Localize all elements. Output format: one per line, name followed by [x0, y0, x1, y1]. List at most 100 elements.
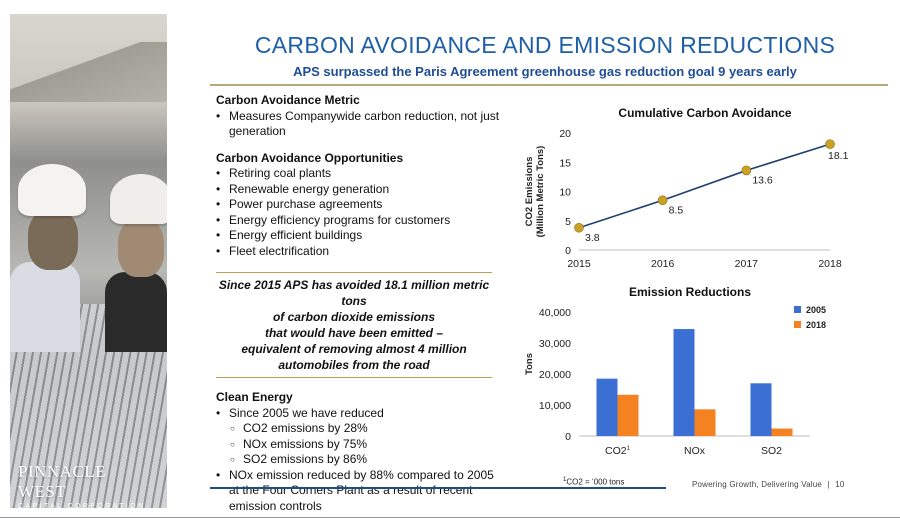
- footer-separator: |: [827, 480, 830, 489]
- bar-chart: 0 10,000 20,000 30,000 40,000 Tons CO21 NOx SO2 2…: [524, 305, 826, 457]
- logo-name: PINNACLE WEST: [18, 462, 107, 501]
- footer-divider: [210, 487, 666, 489]
- footnote-text: CO2 = ’000 tons: [566, 477, 625, 487]
- x-tick-label-text: CO2: [605, 445, 627, 457]
- list-item: Retiring coal plants: [216, 166, 506, 182]
- y-tick-label: 20: [559, 128, 571, 140]
- line-chart: 0 5 10 15 20 2015 2016 2017 2018 CO2 Emissions(Mi…: [524, 128, 849, 270]
- y-tick-label: 5: [565, 216, 571, 228]
- hero-photo: [10, 14, 167, 508]
- data-label: 8.5: [669, 204, 684, 216]
- y-tick-label: 0: [565, 245, 571, 257]
- footer-tagline: Powering Growth, Delivering Value: [692, 480, 823, 489]
- clean-energy-list: Since 2005 we have reduced: [216, 406, 506, 422]
- x-tick-label: 2016: [651, 258, 675, 270]
- sub-list-item: SO2 emissions by 86%: [230, 452, 506, 468]
- company-logo: PINNACLE WEST CAPITAL CORPORATION: [18, 462, 158, 510]
- header-divider: [210, 84, 888, 86]
- clean-energy-list-2: NOx emission reduced by 88% compared to …: [216, 468, 506, 515]
- bar: [694, 409, 716, 436]
- metric-heading: Carbon Avoidance Metric: [216, 93, 360, 107]
- list-item: Power purchase agreements: [216, 197, 506, 213]
- bar-chart-title: Emission Reductions: [628, 285, 752, 299]
- list-item: Renewable energy generation: [216, 182, 506, 198]
- legend-swatch: [794, 321, 801, 328]
- data-label: 18.1: [828, 150, 849, 162]
- x-tick-label-text: SO2: [761, 445, 782, 457]
- x-tick-label: NOx: [684, 445, 706, 457]
- y-axis-label: CO2 Emissions(Million Metric Tons): [524, 146, 546, 238]
- text-column: Carbon Avoidance Metric Measures Company…: [216, 93, 506, 514]
- page-number: 10: [835, 480, 845, 489]
- y-axis-label: Tons: [524, 353, 535, 375]
- list-item: Energy efficiency programs for customers: [216, 213, 506, 229]
- logo-subtitle: CAPITAL CORPORATION: [18, 503, 146, 510]
- quote-line: of carbon dioxide emissions: [272, 310, 436, 324]
- footer: Powering Growth, Delivering Value | 10: [692, 480, 845, 489]
- photo-worker-2-face: [118, 219, 164, 277]
- y-tick-label: 15: [559, 157, 571, 169]
- sub-list-item: CO2 emissions by 28%: [230, 421, 506, 437]
- quote-divider-top: [216, 272, 492, 273]
- clean-energy-heading: Clean Energy: [216, 390, 293, 404]
- list-item: Measures Companywide carbon reduction, n…: [216, 109, 506, 140]
- photo-hard-hat-2: [110, 174, 167, 224]
- x-tick-label: 2018: [818, 258, 842, 270]
- page-subtitle: APS surpassed the Paris Agreement greenh…: [293, 64, 797, 79]
- opportunities-list: Retiring coal plants Renewable energy ge…: [216, 166, 506, 259]
- quote-line: equivalent of removing almost 4 million: [241, 342, 467, 356]
- y-tick-label: 10,000: [539, 400, 571, 412]
- data-label: 13.6: [752, 174, 773, 186]
- x-tick-superscript: 1: [627, 446, 631, 452]
- footnote-marker: 1: [563, 477, 567, 483]
- x-tick-label: SO2: [761, 445, 782, 457]
- bar: [750, 383, 772, 436]
- photo-worker-2-body: [105, 272, 167, 352]
- page-bottom-rule: [0, 517, 900, 518]
- y-tick-label: 40,000: [539, 307, 571, 319]
- data-label: 3.8: [585, 232, 600, 244]
- opportunities-heading: Carbon Avoidance Opportunities: [216, 150, 404, 165]
- bar: [673, 329, 695, 436]
- x-tick-label-text: NOx: [684, 445, 706, 457]
- photo-worker-1-body: [10, 262, 80, 352]
- list-item: Since 2005 we have reduced: [216, 406, 506, 422]
- data-point: [657, 195, 668, 206]
- list-item: Energy efficient buildings: [216, 228, 506, 244]
- y-axis-label-line: (Million Metric Tons): [535, 146, 546, 238]
- y-tick-label: 0: [565, 431, 571, 443]
- bar: [617, 394, 639, 436]
- page-title: CARBON AVOIDANCE AND EMISSION REDUCTIONS: [254, 32, 836, 58]
- data-point: [741, 165, 752, 176]
- highlight-quote: Since 2015 APS has avoided 18.1 million …: [216, 273, 492, 377]
- y-tick-label: 30,000: [539, 338, 571, 350]
- series-line: [578, 143, 831, 229]
- y-tick-label: 10: [559, 187, 571, 199]
- clean-energy-sublist: CO2 emissions by 28% NOx emissions by 75…: [216, 421, 506, 468]
- quote-line: that would have been emitted –: [264, 326, 444, 340]
- list-item: NOx emission reduced by 88% compared to …: [216, 468, 506, 515]
- x-tick-label: CO21: [605, 445, 631, 457]
- quote-line: Since 2015 APS has avoided 18.1 million …: [218, 278, 490, 308]
- list-item: Fleet electrification: [216, 244, 506, 260]
- chart-footnote: 1CO2 = ’000 tons: [563, 477, 624, 487]
- y-tick-label: 20,000: [539, 369, 571, 381]
- x-tick-label: 2015: [567, 258, 591, 270]
- legend-label: 2018: [806, 320, 826, 330]
- bar: [596, 378, 618, 436]
- quote-divider-bottom: [216, 377, 492, 378]
- photo-worker-1-face: [28, 210, 78, 270]
- photo-hard-hat-1: [18, 164, 86, 216]
- line-chart-title: Cumulative Carbon Avoidance: [618, 106, 792, 120]
- data-point: [825, 139, 835, 149]
- y-axis-label-line: CO2 Emissions: [524, 157, 535, 227]
- data-point: [574, 222, 584, 233]
- legend-swatch: [794, 306, 801, 313]
- x-tick-label: 2017: [735, 258, 759, 270]
- photo-mountains: [10, 42, 167, 102]
- metric-list: Measures Companywide carbon reduction, n…: [216, 109, 506, 140]
- bar: [771, 428, 793, 436]
- legend-label: 2005: [806, 305, 826, 315]
- sub-list-item: NOx emissions by 75%: [230, 437, 506, 453]
- quote-line: automobiles from the road: [278, 358, 430, 372]
